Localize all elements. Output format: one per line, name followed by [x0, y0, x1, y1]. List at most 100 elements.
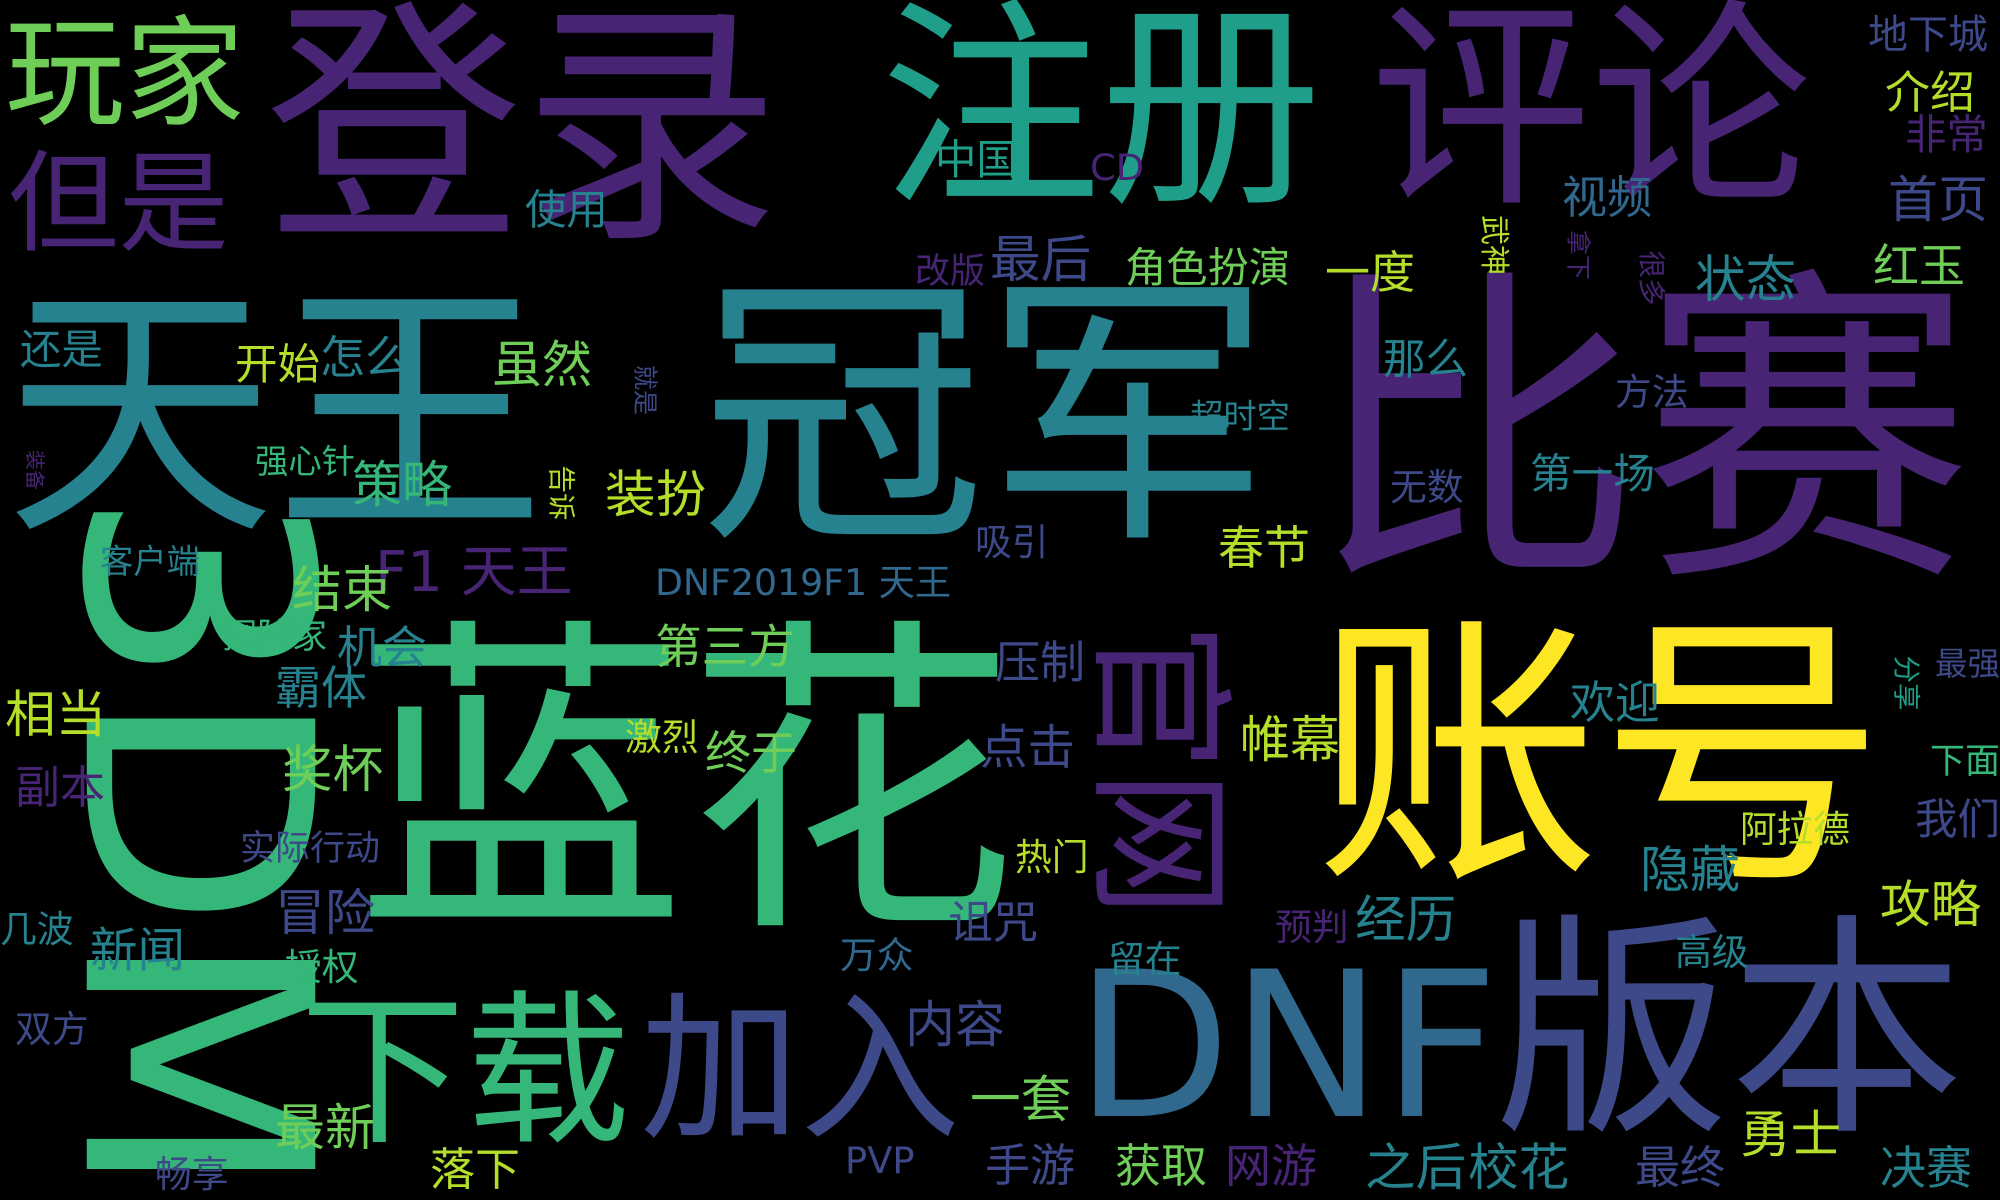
word-xiamian: 下面	[1929, 742, 2000, 782]
word-fuben: 副本	[15, 761, 106, 814]
word-zuiqiang: 最强	[1934, 645, 2000, 683]
word-huanying: 欢迎	[1570, 676, 1661, 729]
word-shijixingdong: 实际行动	[240, 829, 381, 869]
word-jiushi: 就是	[630, 364, 660, 416]
word-gonglue: 攻略	[1880, 875, 1982, 934]
word-xiangdang: 相当	[5, 685, 107, 744]
word-liuzai: 留在	[1108, 938, 1182, 981]
word-xiaohua: 校花	[1468, 1138, 1570, 1197]
word-kehuduan: 客户端	[100, 542, 200, 581]
word-gaoji: 高级	[1675, 931, 1749, 974]
word-dnf: DNF	[1075, 928, 1499, 1164]
word-yupan: 预判	[1275, 906, 1349, 949]
word-remen: 热门	[1015, 836, 1089, 879]
word-zhuce: 注册	[880, 0, 1322, 238]
word-zhuangbei: 装备	[23, 450, 47, 490]
word-fangfa: 方法	[1615, 371, 1689, 414]
word-yincang: 隐藏	[1640, 841, 1740, 899]
word-banben: 版本	[1495, 895, 1965, 1168]
word-shuangfang: 双方	[15, 1008, 89, 1051]
word-hongyu: 红玉	[1873, 239, 1965, 293]
word-shouyou: 手游	[985, 1139, 1076, 1192]
word-zhanghao: 账号	[1315, 591, 1885, 923]
word-zhihou: 之后	[1365, 1138, 1467, 1197]
word-dnf2019f1-tianwang: DNF2019F1 天王	[655, 561, 952, 604]
word-wushu: 无数	[1390, 466, 1464, 509]
word-kaishi: 开始	[235, 341, 321, 390]
word-tianwang: 天王	[5, 257, 545, 572]
word-alade: 阿拉德	[1740, 808, 1850, 851]
word-changxiang: 畅享	[155, 1153, 229, 1196]
word-f1-tianwang: F1 天王	[375, 540, 573, 605]
word-jiangbei: 奖杯	[282, 740, 384, 799]
word-yongshi: 勇士	[1740, 1105, 1842, 1164]
word-wushen: 武神	[1475, 215, 1511, 275]
word-wanjia: 玩家	[5, 5, 245, 144]
word-huoqu: 获取	[1115, 1139, 1207, 1193]
word-jingli: 经历	[1355, 890, 1457, 949]
word-jibo: 几波	[0, 908, 74, 951]
word-xinwen: 新闻	[90, 924, 185, 979]
word-zuizhong: 最终	[1635, 1141, 1726, 1194]
word-yitao: 一套	[970, 1070, 1072, 1129]
word-gaiban: 改版	[915, 252, 986, 292]
word-cd: CD	[1090, 146, 1145, 189]
word-fenxiang: 分享	[1889, 655, 1922, 710]
word-chaoshikong: 超时空	[1190, 397, 1290, 436]
word-disanfang: 第三方	[655, 621, 795, 675]
word-xiazai: 下载	[300, 976, 630, 1168]
word-wangyou: 网游	[1225, 1139, 1317, 1193]
word-henduo: 很多	[1634, 250, 1667, 305]
word-pvp: PVP	[845, 1139, 915, 1182]
word-qiangxinzhen: 强心针	[255, 442, 355, 481]
word-zenme: 怎么	[320, 331, 411, 384]
word-shipin: 视频	[1562, 171, 1653, 224]
word-luoxia: 落下	[430, 1143, 521, 1196]
word-wanzhong: 万众	[840, 934, 914, 977]
word-jieshao: 介绍	[1885, 66, 1976, 119]
word-feichang: 非常	[1905, 111, 1988, 159]
word-dianji: 点击	[980, 721, 1075, 776]
word-celue: 策略	[352, 456, 452, 514]
word-jilie: 激烈	[625, 716, 699, 759]
word-zhuangban: 装扮	[605, 465, 707, 524]
word-dixiacheng: 地下城	[1868, 12, 1988, 58]
word-xiyin: 吸引	[975, 521, 1049, 564]
word-tanxianjia: 探险家	[222, 617, 328, 657]
word-zuihou: 最后	[990, 230, 1092, 289]
word-jiaru: 加入	[640, 976, 961, 1163]
word-zhongyu: 终于	[705, 726, 797, 780]
word-zhongguo: 中国	[935, 136, 1018, 184]
word-bisai: 比赛	[1310, 243, 1973, 628]
word-juesai: 决赛	[1880, 1141, 1972, 1195]
word-diyichang: 第一场	[1530, 449, 1655, 498]
word-suiran: 虽然	[492, 336, 592, 394]
word-maoxian: 冒险	[275, 884, 375, 942]
word-denglu: 登录	[265, 0, 781, 278]
word-jihui: 机会	[337, 621, 428, 674]
word-weimu: 帷幕	[1240, 711, 1340, 769]
word-zuixin: 最新	[275, 1099, 375, 1157]
word-lanhua: 蓝花	[355, 593, 1018, 978]
word-yidu: 一度	[1325, 246, 1416, 299]
word-gaosu: 告诉	[544, 465, 577, 520]
word-women: 我们	[1914, 796, 2000, 845]
word-guanjun: 冠军	[700, 251, 1271, 583]
word-shouquan: 授权	[285, 946, 359, 989]
word-shiyong: 使用	[525, 186, 608, 234]
word-naxia: 拿下	[1563, 229, 1592, 281]
word-jueseb: 角色扮演	[1125, 244, 1290, 292]
word-neirong: 内容	[905, 996, 1005, 1054]
word-shouye: 首页	[1888, 171, 1988, 229]
word-bati: 霸体	[275, 661, 367, 715]
word-zuzhou: 诅咒	[948, 896, 1039, 949]
word-pinglun: 评论	[1370, 0, 1812, 238]
word-jieshu: 结束	[292, 561, 392, 619]
word-danshi: 但是	[8, 141, 229, 269]
word-chunjie: 春节	[1218, 521, 1310, 575]
word-yazhi: 压制	[995, 636, 1086, 689]
word-name: 那么	[1383, 336, 1469, 385]
word-zhuangtai: 状态	[1695, 250, 1797, 309]
word-haishi: 还是	[20, 326, 103, 374]
